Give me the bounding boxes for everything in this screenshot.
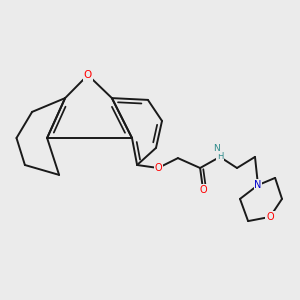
Text: O: O (84, 70, 92, 80)
Text: O: O (154, 163, 162, 173)
Text: O: O (199, 185, 207, 195)
Text: N: N (254, 180, 262, 190)
Text: O: O (266, 212, 274, 222)
Text: H: H (217, 152, 223, 161)
Text: N: N (213, 144, 219, 153)
